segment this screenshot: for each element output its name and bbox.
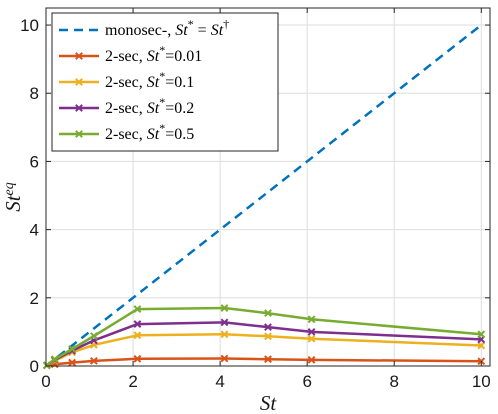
legend-entry-1: 2-sec, St*=0.01	[105, 43, 202, 65]
data-point-marker	[220, 330, 229, 339]
x-tick-label: 10	[472, 372, 491, 391]
legend-text-part: St	[147, 100, 160, 117]
data-point-marker	[220, 318, 229, 327]
y-tick-label: 8	[30, 84, 39, 103]
data-point-marker	[133, 305, 142, 313]
legend-marker-4	[75, 130, 83, 138]
legend-text-part: =0.01	[165, 48, 202, 65]
x-tick-label: 4	[215, 372, 224, 391]
series-line	[45, 24, 483, 367]
y-tick-label: 10	[20, 16, 39, 35]
legend-text-part: *	[159, 95, 165, 109]
legend-text-part: 2-sec,	[105, 48, 147, 65]
legend-text-part: =	[194, 22, 211, 39]
y-tick-label: 4	[30, 221, 39, 240]
legend-text-part: =0.1	[165, 74, 194, 91]
data-point-marker	[220, 304, 229, 312]
y-axis-label-superscript: eq	[2, 182, 17, 195]
data-point-marker	[50, 355, 59, 364]
data-point-marker	[264, 323, 272, 332]
data-point-marker	[68, 358, 77, 367]
legend-marker-1	[75, 52, 83, 60]
data-point-marker	[264, 332, 272, 341]
legend-text-part: 2-sec,	[105, 126, 147, 143]
data-point-marker	[264, 355, 272, 364]
plot-area	[42, 24, 486, 370]
legend-entry-0: monosec-, St* = St†	[105, 17, 229, 39]
data-point-marker	[220, 354, 229, 363]
series-1	[42, 354, 486, 370]
data-point-marker	[133, 354, 142, 363]
x-axis-ticks: 0 2 4 6 8 10	[41, 8, 491, 391]
data-point-marker	[42, 361, 51, 370]
y-tick-label: 6	[30, 152, 39, 171]
legend-marker-3	[75, 104, 83, 112]
legend: monosec-, St* = St†2-sec, St*=0.012-sec,…	[51, 12, 279, 152]
series-4	[42, 304, 486, 370]
data-point-marker	[133, 331, 142, 340]
legend-text-part: *	[159, 121, 165, 135]
x-axis-label: St	[260, 391, 278, 414]
legend-text-part: St	[175, 22, 188, 39]
legend-text-part: monosec-,	[105, 22, 175, 39]
x-tick-label: 0	[41, 372, 50, 391]
y-axis-ticks: 0 2 4 6 8 10	[20, 16, 490, 376]
x-tick-label: 6	[302, 372, 311, 391]
data-point-marker	[307, 334, 316, 343]
data-point-marker	[477, 341, 486, 350]
legend-text-part: *	[159, 69, 165, 83]
legend-text-part: †	[223, 17, 229, 31]
series-0	[45, 24, 483, 367]
data-point-marker	[68, 345, 77, 353]
y-axis-label: Steq	[1, 182, 25, 212]
data-point-marker	[89, 332, 98, 340]
axes-frame	[45, 7, 491, 367]
legend-text-part: 2-sec,	[105, 74, 147, 91]
legend-text-part: St	[211, 22, 224, 39]
x-tick-label: 8	[390, 372, 399, 391]
x-tick-label: 2	[128, 372, 137, 391]
legend-marker-2	[75, 78, 83, 86]
data-point-marker	[477, 330, 486, 339]
legend-text-part: =0.2	[165, 100, 194, 117]
legend-text-part: =0.5	[165, 126, 194, 143]
legend-entry-4: 2-sec, St*=0.5	[105, 121, 194, 143]
legend-text-part: St	[147, 74, 160, 91]
y-tick-label: 0	[30, 357, 39, 376]
legend-text-part: 2-sec,	[105, 100, 147, 117]
data-point-marker	[307, 315, 316, 324]
data-point-marker	[89, 356, 98, 365]
y-axis-label-base: St	[1, 194, 25, 212]
data-point-marker	[133, 320, 142, 328]
series-line	[46, 357, 482, 367]
data-point-marker	[307, 355, 316, 364]
data-point-marker	[307, 327, 316, 336]
legend-text-part: *	[188, 17, 194, 31]
legend-text-part: St	[147, 126, 160, 143]
data-point-marker	[264, 309, 272, 318]
y-tick-label: 2	[30, 289, 39, 308]
legend-entry-3: 2-sec, St*=0.2	[105, 95, 194, 117]
legend-text-part: *	[159, 43, 165, 57]
legend-entry-2: 2-sec, St*=0.1	[105, 69, 194, 91]
legend-text-part: St	[147, 48, 160, 65]
